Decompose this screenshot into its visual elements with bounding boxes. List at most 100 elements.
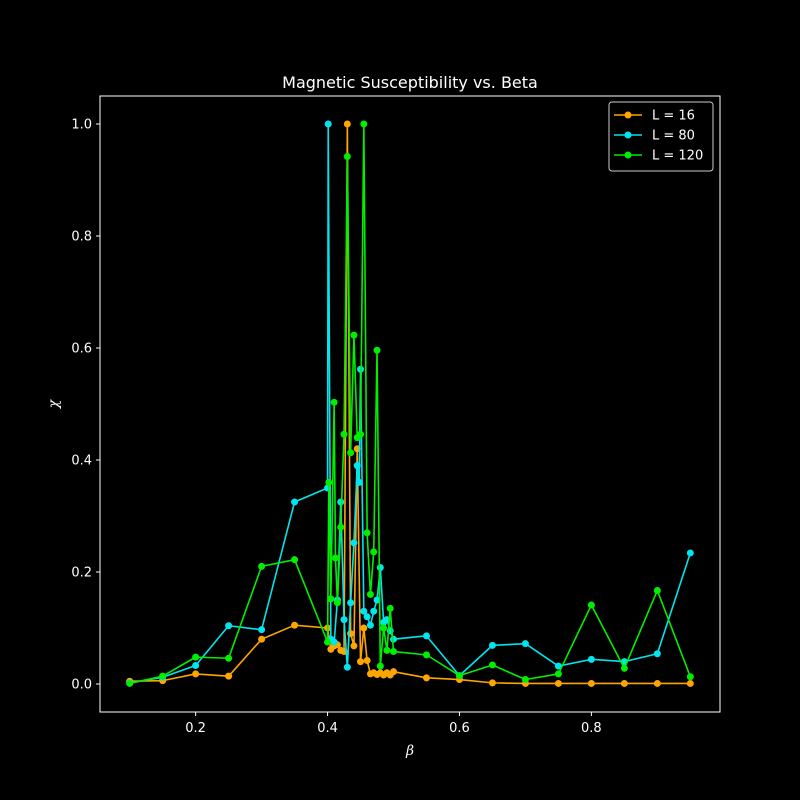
legend: L = 16 L = 80 L = 120 (608, 101, 714, 172)
data-point (350, 642, 358, 650)
data-point (383, 646, 391, 654)
x-axis-label: β (405, 743, 414, 759)
data-point (337, 498, 345, 506)
data-point (521, 640, 529, 648)
data-point (686, 549, 694, 557)
data-point (330, 638, 338, 646)
y-axis-label: χ (46, 398, 62, 409)
data-point (357, 430, 365, 438)
data-point (488, 661, 496, 669)
data-point (554, 679, 562, 687)
legend-label: L = 80 (652, 129, 695, 144)
data-point (291, 621, 299, 629)
data-point (360, 607, 368, 615)
data-point (340, 430, 348, 438)
data-point (330, 398, 338, 406)
legend-marker (624, 131, 632, 139)
data-point (488, 679, 496, 687)
data-point (360, 120, 368, 128)
data-point (258, 626, 266, 634)
data-point (325, 478, 333, 486)
data-point (192, 653, 200, 661)
series-2 (126, 120, 694, 687)
data-point (333, 599, 341, 607)
data-point (422, 632, 430, 640)
data-point (422, 674, 430, 682)
data-point (686, 679, 694, 687)
data-point (343, 152, 351, 160)
data-point (258, 562, 266, 570)
data-point (343, 120, 351, 128)
legend-label: L = 120 (652, 149, 703, 164)
series-line (129, 123, 692, 684)
data-point (225, 654, 233, 662)
data-point (422, 651, 430, 659)
x-axis: 0.2 0.4 0.6 0.8 (185, 712, 602, 736)
data-point (350, 331, 358, 339)
data-point (376, 662, 384, 670)
series-line (129, 123, 692, 685)
y-tick-label: 0.2 (71, 566, 92, 581)
data-point (587, 601, 595, 609)
data-point (386, 604, 394, 612)
y-tick-label: 0.0 (71, 678, 92, 693)
series-layer (126, 120, 694, 687)
data-point (366, 621, 374, 629)
y-tick-label: 0.8 (71, 230, 92, 245)
chart-title: Magnetic Susceptibility vs. Beta (282, 73, 538, 92)
data-point (360, 624, 368, 632)
data-point (353, 462, 361, 470)
data-point (343, 663, 351, 671)
data-point (521, 676, 529, 684)
x-tick-label: 0.2 (185, 721, 206, 736)
legend-item: L = 120 (614, 149, 703, 164)
data-point (620, 664, 628, 672)
data-point (363, 613, 371, 621)
data-point (653, 679, 661, 687)
data-point (390, 668, 398, 676)
data-point (653, 650, 661, 658)
data-point (373, 346, 381, 354)
data-point (373, 596, 381, 604)
data-point (363, 529, 371, 537)
data-point (340, 616, 348, 624)
data-point (370, 548, 378, 556)
data-point (337, 523, 345, 531)
data-point (327, 595, 335, 603)
data-point (620, 679, 628, 687)
data-point (225, 622, 233, 630)
data-point (192, 670, 200, 678)
data-point (324, 120, 332, 128)
data-point (370, 607, 378, 615)
data-point (126, 679, 134, 687)
data-point (376, 564, 384, 572)
legend-item: L = 80 (614, 129, 695, 144)
plot-area-frame (99, 95, 721, 713)
y-tick-label: 0.4 (71, 454, 92, 469)
data-point (390, 648, 398, 656)
series-3 (126, 120, 694, 687)
data-point (357, 658, 365, 666)
data-point (258, 635, 266, 643)
data-point (380, 624, 388, 632)
legend-label: L = 16 (652, 109, 695, 124)
x-tick-label: 0.6 (449, 721, 470, 736)
data-point (347, 599, 355, 607)
y-tick-label: 1.0 (71, 118, 92, 133)
data-point (455, 672, 463, 680)
data-point (587, 679, 595, 687)
data-point (225, 672, 233, 680)
data-point (291, 556, 299, 564)
legend-box (608, 101, 714, 172)
data-point (324, 638, 332, 646)
data-point (488, 641, 496, 649)
data-point (686, 673, 694, 681)
x-tick-label: 0.4 (317, 721, 338, 736)
data-point (366, 590, 374, 598)
legend-item: L = 16 (614, 109, 695, 124)
data-point (347, 449, 355, 457)
data-point (355, 478, 363, 486)
legend-marker (624, 111, 632, 119)
data-point (653, 586, 661, 594)
